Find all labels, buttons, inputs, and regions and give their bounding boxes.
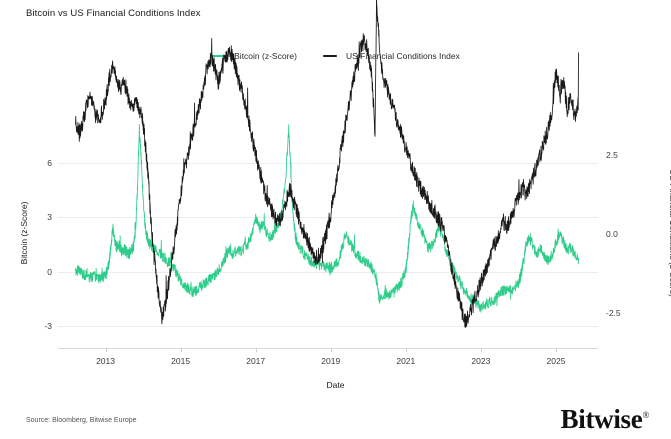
- y-axis-right-ticks: -2.5 0.0 2.5: [606, 0, 636, 439]
- gridline: [58, 217, 598, 219]
- x-tick-label: 2019: [321, 356, 341, 366]
- x-tick-label: 2025: [546, 356, 566, 366]
- gridline: [58, 162, 598, 164]
- y-tick-right-label: 0.0: [606, 229, 618, 240]
- x-tick-label: 2015: [171, 356, 191, 366]
- chart-title: Bitcoin vs US Financial Conditions Index: [26, 8, 201, 19]
- brand-text: Bitwise: [560, 404, 643, 434]
- x-tick-label: 2023: [471, 356, 491, 366]
- gridline: [58, 326, 598, 328]
- x-axis-title: Date: [326, 380, 345, 390]
- x-tick-mark: [405, 348, 407, 352]
- line-bitcoin: [75, 124, 579, 313]
- y-tick-left-label: -3: [44, 321, 52, 332]
- x-tick-label: 2013: [96, 356, 115, 366]
- legend-label-bitcoin: Bitcoin (z-Score): [234, 51, 297, 61]
- legend-marker-fci: [322, 55, 337, 57]
- x-tick-label: 2017: [246, 356, 266, 366]
- line-fci: [75, 0, 579, 328]
- source-note: Source: Bloomberg, Bitwise Europe: [26, 417, 137, 424]
- x-tick-mark: [180, 348, 182, 352]
- x-tick-mark: [330, 348, 332, 352]
- y-axis-left-ticks: -3 0 3 6: [24, 0, 52, 439]
- x-axis-line: [58, 348, 598, 349]
- y-tick-left-label: 0: [47, 266, 52, 277]
- x-tick-mark: [255, 348, 257, 352]
- bitwise-logo: Bitwise®: [560, 404, 650, 435]
- x-tick-mark: [480, 348, 482, 352]
- x-tick-mark: [105, 348, 107, 352]
- legend-marker-bitcoin: [211, 55, 226, 57]
- plot-area: [68, 0, 586, 348]
- y-tick-right-label: -2.5: [606, 308, 621, 319]
- y-tick-left-label: 6: [47, 157, 52, 168]
- series-lines: [75, 0, 579, 328]
- y-tick-right-label: 2.5: [606, 150, 618, 161]
- y-axis-left-title: Bitcoin (z-Score): [19, 201, 29, 265]
- x-tick-label: 2021: [396, 356, 416, 366]
- gridline: [58, 271, 598, 273]
- y-tick-left-label: 3: [47, 212, 52, 223]
- x-tick-mark: [555, 348, 557, 352]
- legend-item-fci[interactable]: US Financial Conditions Index: [322, 51, 460, 61]
- legend-label-fci: US Financial Conditions Index: [345, 51, 460, 61]
- x-axis-ticks: 2013 2015 2017 2019 2021 2023 2025: [0, 356, 671, 372]
- registered-mark: ®: [642, 410, 649, 420]
- chart-legend: Bitcoin (z-Score) US Financial Condition…: [0, 51, 671, 61]
